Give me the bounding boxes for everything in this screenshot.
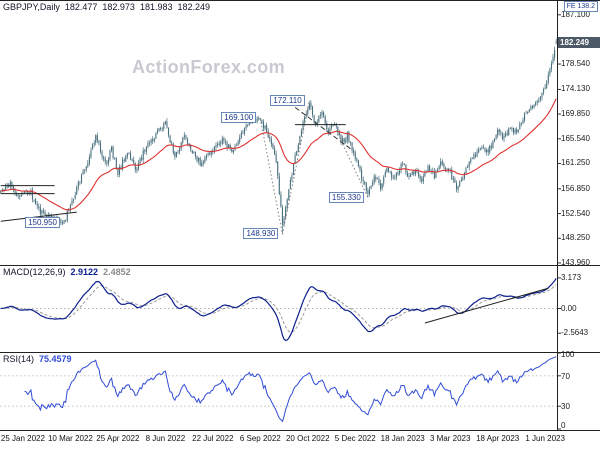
x-axis-label: 5 Dec 2022 — [334, 434, 376, 443]
swing-price-label: 148.930 — [243, 228, 279, 240]
x-axis-label: 6 Sep 2022 — [239, 434, 281, 443]
price-trendline-6 — [281, 100, 310, 235]
x-axis-label: 1 Jun 2023 — [525, 434, 565, 443]
high-value: 182.973 — [102, 2, 135, 12]
price-axis-label: 161.250 — [561, 158, 590, 168]
price-axis-label: 174.130 — [561, 84, 590, 94]
macd-value: 2.9122 — [70, 267, 99, 277]
swing-price-label: 155.330 — [328, 191, 364, 203]
price-axis-label: 156.850 — [561, 183, 590, 193]
rsi-axis-label: 0 — [561, 421, 566, 430]
price-trendline-5 — [259, 118, 283, 235]
swing-price-label: 172.110 — [270, 95, 305, 107]
price-trendline-2 — [0, 211, 77, 222]
macd-trendline — [424, 287, 549, 324]
price-trendline-7 — [335, 130, 369, 198]
price-axis-label: 152.540 — [561, 208, 590, 218]
rsi-value: 75.4579 — [39, 354, 72, 364]
macd-axis-label: -2.5643 — [561, 328, 589, 338]
candle-wicks — [0, 38, 557, 235]
price-axis-label: 169.850 — [561, 109, 590, 119]
swing-price-label: 169.100 — [221, 112, 257, 124]
macd-axis-label: 0.00 — [561, 303, 577, 313]
candle-bodies — [0, 41, 557, 225]
macd-header: MACD(12,26,9) 2.9122 2.4852 — [3, 267, 136, 277]
close-value: 182.249 — [177, 2, 211, 12]
x-axis-label: 18 Jan 2023 — [380, 434, 425, 443]
price-axis-label: 148.250 — [561, 233, 590, 243]
current-price-tag: 182.249 — [558, 36, 600, 48]
x-axis-label: 20 Oct 2022 — [285, 434, 330, 443]
chart-canvas — [0, 0, 600, 431]
rsi-axis-label: 70 — [561, 371, 570, 381]
x-axis-label: 18 Apr 2023 — [476, 434, 520, 443]
symbol-timeframe-label: GBPJPY,Daily — [3, 2, 60, 12]
macd-axis-label: 3.173 — [561, 272, 582, 282]
price-trendline-4 — [294, 107, 353, 151]
symbol-header: GBPJPY,Daily 182.477 182.973 181.983 182.249 — [3, 2, 215, 12]
x-axis-label: 8 Jun 2022 — [145, 434, 186, 443]
price-axis-label: 143.960 — [561, 257, 590, 267]
rsi-label: RSI(14) — [3, 354, 35, 364]
x-axis-label: 25 Apr 2022 — [96, 434, 140, 443]
rsi-axis-label: 30 — [561, 402, 570, 412]
macd-signal-value: 2.4852 — [103, 267, 131, 277]
watermark: ActionForex.com — [132, 57, 286, 77]
fibonacci-extension-label: FE 138.2 — [563, 1, 598, 12]
x-axis-label: 3 Mar 2023 — [429, 434, 471, 443]
rsi-header: RSI(14) 75.4579 — [3, 354, 77, 364]
moving-average-line — [0, 98, 557, 211]
price-axis-label: 178.540 — [561, 59, 590, 69]
macd-signal-line — [0, 284, 557, 333]
x-axis-label: 10 Mar 2022 — [47, 434, 93, 443]
x-axis-label: 25 Jan 2022 — [0, 434, 45, 443]
rsi-axis-label: 100 — [561, 350, 575, 359]
price-axis-label: 187.100 — [561, 9, 590, 19]
open-value: 182.477 — [64, 2, 98, 12]
swing-price-label: 150.950 — [25, 216, 60, 228]
rsi-line — [24, 356, 557, 423]
price-axis-label: 165.540 — [561, 133, 590, 143]
macd-label: MACD(12,26,9) — [3, 267, 66, 277]
x-axis-label: 22 Jul 2022 — [192, 434, 234, 443]
low-value: 181.983 — [139, 2, 173, 12]
